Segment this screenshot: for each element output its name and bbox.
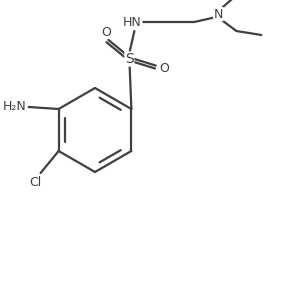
Text: H₂N: H₂N [3,101,27,113]
Text: S: S [125,52,134,66]
Text: O: O [102,26,111,39]
Text: N: N [214,7,223,20]
Text: O: O [159,62,169,75]
Text: HN: HN [123,16,142,29]
Text: Cl: Cl [29,177,42,190]
